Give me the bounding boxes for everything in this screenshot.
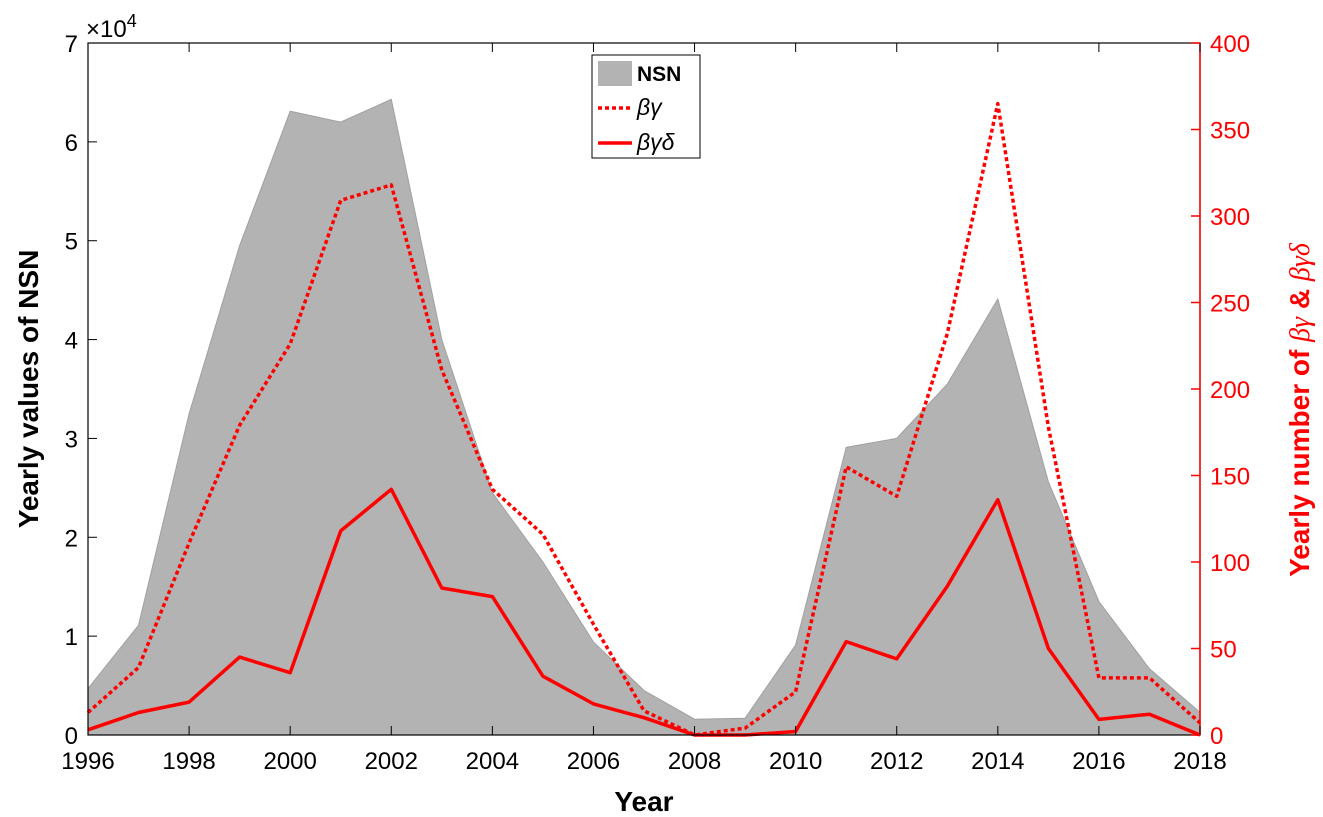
right-axis-title-series-b: βγδ [1285,242,1316,282]
y-left-tick-label: 4 [65,328,78,355]
nsn-area [87,98,1201,736]
x-tick-label: 2008 [668,748,721,775]
legend-label-bgd: βγδ [636,129,675,155]
y-left-tick-label: 6 [65,130,78,157]
y-right-tick-label: 350 [1210,118,1250,145]
right-axis-title: Yearly number of βγ & βγδ [1284,242,1316,577]
right-axis-title-series-a: βγ [1285,316,1316,343]
nsn-area-layer [87,98,1201,736]
y-right-tick-label: 200 [1210,377,1250,404]
x-tick-label: 2018 [1173,748,1226,775]
y-right-tick-label: 100 [1210,550,1250,577]
legend-swatch-nsn [598,61,632,86]
y-right-tick-label: 300 [1210,204,1250,231]
y-right-tick-label: 400 [1210,31,1250,58]
x-tick-label: 2010 [769,748,822,775]
x-tick-label: 2000 [263,748,316,775]
y-left-tick-label: 5 [65,229,78,256]
x-tick-label: 2012 [870,748,923,775]
y-left-tick-label: 0 [65,723,78,750]
y-left-tick-label: 2 [65,525,78,552]
series-line-bg [86,101,1202,737]
x-tick-label: 1998 [162,748,215,775]
x-tick-label: 2002 [365,748,418,775]
x-tick-label: 2016 [1072,748,1125,775]
series-line-layer [86,101,1202,737]
y-left-tick-label: 3 [65,426,78,453]
left-axis-multiplier: ×104 [86,11,137,43]
legend: NSN βγ βγδ [591,54,701,159]
y-right-tick-label: 150 [1210,464,1250,491]
multiplier-exponent: 4 [127,11,137,31]
x-axis-title: Year [614,786,673,817]
x-tick-label: 2004 [466,748,519,775]
right-axis-title-prefix: Yearly number of [1284,349,1315,577]
right-axis-title-joiner: & [1284,289,1315,309]
multiplier-base: ×10 [86,16,127,43]
y-left-tick-label: 1 [65,624,78,651]
y-left-tick-label: 7 [65,31,78,58]
x-tick-label: 2006 [567,748,620,775]
legend-label-nsn: NSN [637,63,681,86]
y-right-tick-label: 0 [1210,723,1223,750]
legend-label-bg: βγ [636,94,663,120]
series-line-bgd [87,487,1201,737]
x-tick-label: 2014 [971,748,1024,775]
left-axis-title: Yearly values of NSN [13,250,44,529]
x-tick-label: 1996 [61,748,114,775]
y-right-tick-label: 50 [1210,637,1237,664]
tick-layer: 1996 1998 2000 2002 2004 2006 2008 2010 2012 2014… [61,31,1250,775]
y-right-tick-label: 250 [1210,291,1250,318]
